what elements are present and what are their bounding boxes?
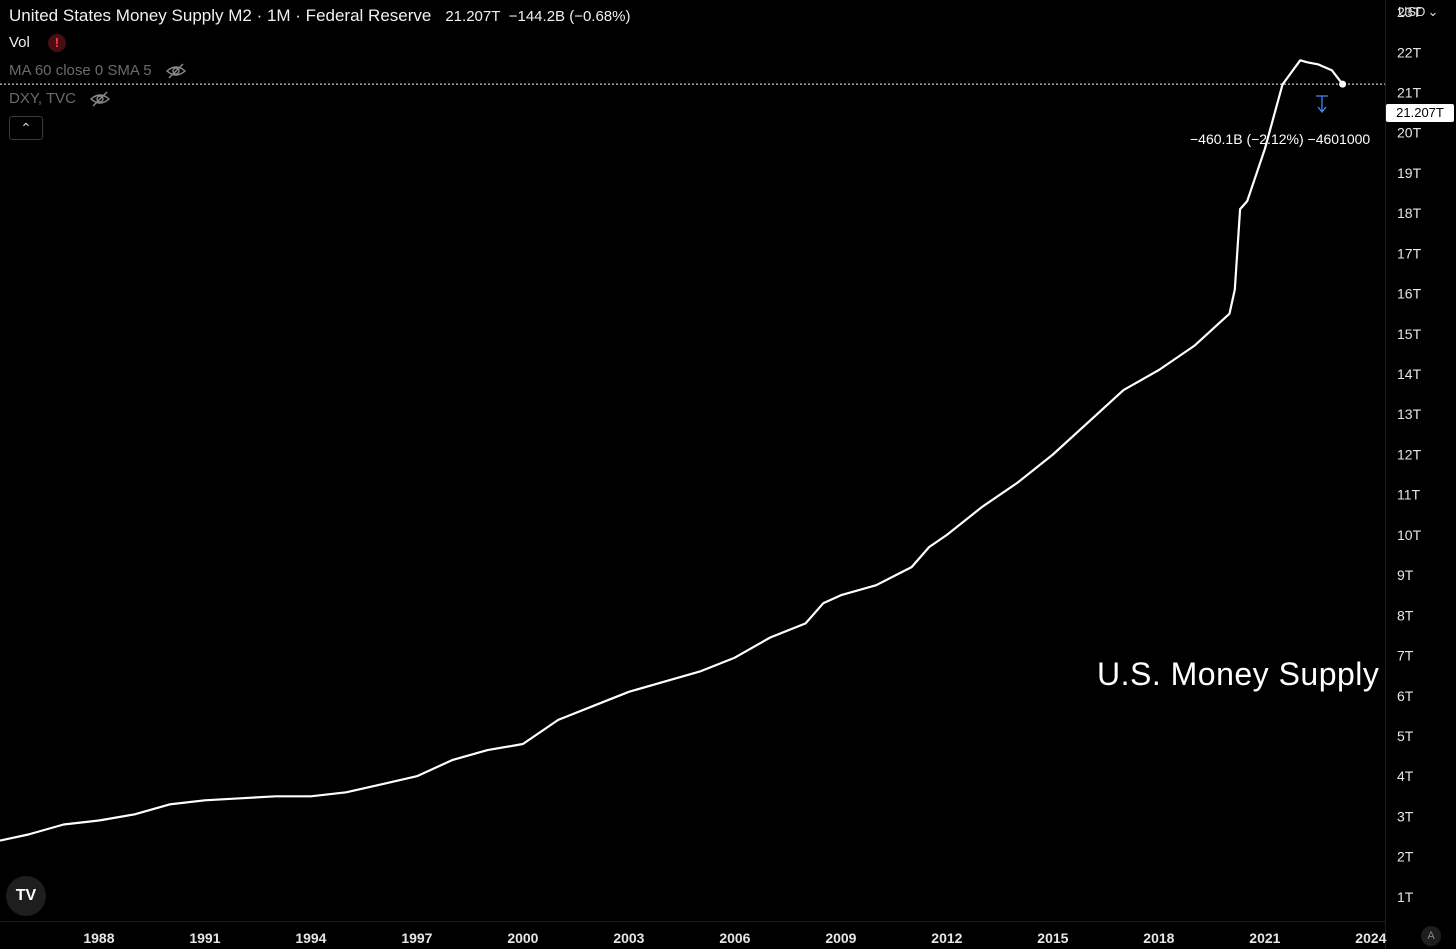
last-point-marker (1339, 80, 1347, 88)
y-tick-label: 20T (1397, 125, 1422, 141)
x-tick-label: 1997 (401, 930, 432, 946)
legend-dxy-row[interactable]: DXY, TVC (9, 90, 111, 107)
x-tick-label: 2000 (507, 930, 538, 946)
y-tick-label: 18T (1397, 205, 1422, 221)
time-axis[interactable]: 1988 1991 1994 1997 2000 2003 2006 2009 2012 2015… (83, 930, 1386, 946)
dxy-label[interactable]: DXY, TVC (9, 90, 76, 107)
y-tick-label: 8T (1397, 607, 1414, 623)
eye-off-icon[interactable] (165, 63, 186, 79)
y-tick-label: 1T (1397, 889, 1414, 905)
x-tick-label: 2003 (613, 930, 644, 946)
x-tick-label: 2015 (1037, 930, 1068, 946)
y-tick-label: 15T (1397, 326, 1422, 342)
y-tick-label: 13T (1397, 406, 1422, 422)
vol-label[interactable]: Vol (9, 34, 30, 51)
y-tick-label: 23T (1397, 4, 1422, 20)
y-tick-label: 10T (1397, 527, 1422, 543)
change-value: −144.2B (−0.68%) (508, 8, 631, 25)
series-title[interactable]: United States Money Supply M2 · 1M · Fed… (9, 6, 432, 25)
y-tick-label: 12T (1397, 446, 1422, 462)
legend-title-row[interactable]: United States Money Supply M2 · 1M · Fed… (9, 6, 631, 26)
chart-watermark: U.S. Money Supply (1097, 656, 1380, 692)
legend-vol-row[interactable]: Vol! (9, 34, 66, 53)
y-tick-label: 5T (1397, 728, 1414, 744)
price-axis[interactable]: 1T 2T 3T 4T 5T 6T 7T 8T 9T 10T 11T 12T 13T 14T 15T 16T 1… (1397, 4, 1422, 905)
measure-label: −460.1B (−2.12%) −4601000 (1190, 131, 1371, 147)
x-tick-label: 2024 (1355, 930, 1386, 946)
x-tick-label: 2006 (719, 930, 750, 946)
x-tick-label: 2012 (931, 930, 962, 946)
y-tick-label: 9T (1397, 567, 1414, 583)
collapse-legend-button[interactable]: ⌃ (9, 116, 43, 140)
y-tick-label: 14T (1397, 366, 1422, 382)
y-tick-label: 21T (1397, 85, 1422, 101)
y-tick-label: 2T (1397, 849, 1414, 865)
series-line-m2 (0, 59, 1344, 842)
y-tick-label: 4T (1397, 768, 1414, 784)
x-tick-label: 2009 (825, 930, 856, 946)
x-tick-label: 1988 (83, 930, 114, 946)
x-tick-label: 1991 (189, 930, 220, 946)
y-tick-label: 11T (1397, 487, 1421, 503)
last-value: 21.207T (445, 8, 501, 25)
chevron-down-icon: ⌄ (1427, 4, 1439, 19)
currency-select[interactable]: USD ⌄ (1398, 4, 1438, 20)
y-tick-label: 19T (1397, 165, 1422, 181)
y-tick-label: 16T (1397, 286, 1422, 302)
x-tick-label: 2018 (1143, 930, 1174, 946)
x-tick-label: 1994 (295, 930, 326, 946)
last-price-tag: 21.207T (1386, 104, 1454, 122)
tradingview-logo-icon[interactable]: TV (6, 876, 46, 916)
series-values: 21.207T −144.2B (−0.68%) (445, 8, 630, 25)
chevron-up-icon: ⌃ (20, 120, 32, 136)
warning-icon[interactable]: ! (47, 34, 66, 53)
y-tick-label: 22T (1397, 44, 1422, 60)
ma-label[interactable]: MA 60 close 0 SMA 5 (9, 62, 152, 79)
x-tick-label: 2021 (1249, 930, 1280, 946)
auto-scale-button[interactable]: A (1421, 926, 1441, 946)
y-tick-label: 3T (1397, 808, 1414, 824)
eye-off-icon[interactable] (90, 91, 111, 107)
measure-arrow (1316, 95, 1328, 113)
y-tick-label: 17T (1397, 245, 1422, 261)
currency-label: USD (1398, 4, 1426, 19)
y-tick-label: 6T (1397, 688, 1414, 704)
legend-ma-row[interactable]: MA 60 close 0 SMA 5 (9, 62, 186, 79)
y-tick-label: 7T (1397, 648, 1414, 664)
